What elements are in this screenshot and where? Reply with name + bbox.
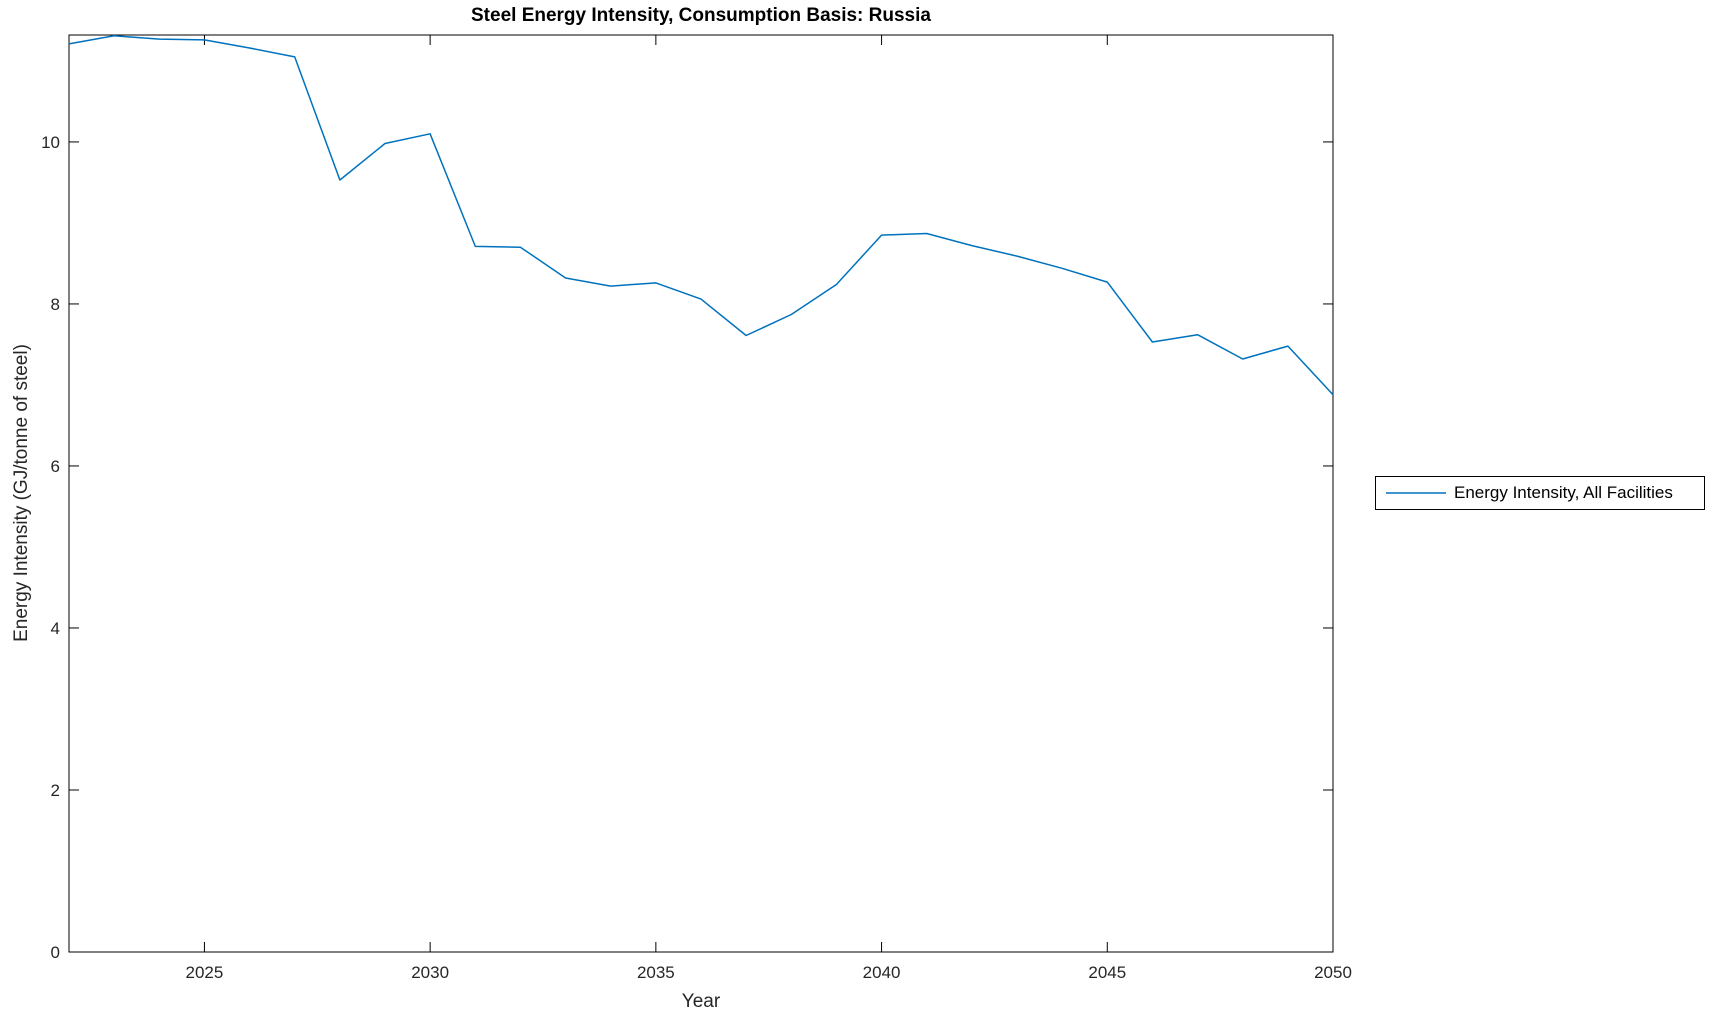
x-tick-label: 2050 [1314,963,1352,982]
legend: Energy Intensity, All Facilities [1375,476,1705,510]
x-tick-label: 2040 [863,963,901,982]
y-tick-label: 0 [51,943,60,962]
chart-title: Steel Energy Intensity, Consumption Basi… [471,5,931,26]
y-tick-label: 10 [41,133,60,152]
x-tick-label: 2025 [186,963,224,982]
x-tick-label: 2030 [411,963,449,982]
x-tick-label: 2045 [1088,963,1126,982]
legend-label: Energy Intensity, All Facilities [1454,483,1673,502]
y-tick-label: 6 [51,457,60,476]
y-tick-label: 8 [51,295,60,314]
energy-intensity-line [68,35,1334,396]
x-tick-label: 2035 [637,963,675,982]
axes-box [68,34,1334,953]
x-axis-label: Year [681,991,721,1012]
legend-line-sample [1386,492,1446,494]
y-tick-label: 4 [51,619,60,638]
y-tick-label: 2 [51,781,60,800]
